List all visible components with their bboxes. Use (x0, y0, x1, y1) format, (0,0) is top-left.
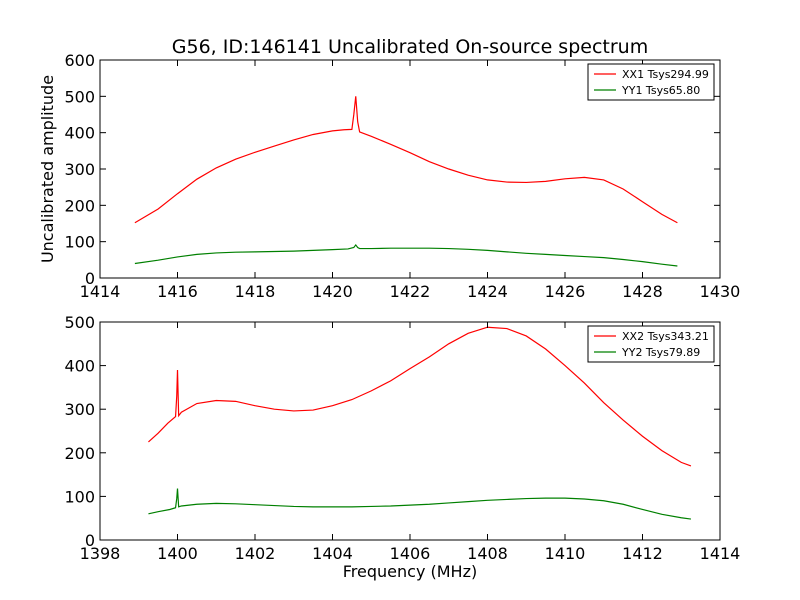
chart-title: G56, ID:146141 Uncalibrated On-source sp… (172, 36, 648, 58)
series-line-xx2 (148, 326, 692, 467)
y-tick-label: 500 (64, 313, 95, 332)
y-axis-label: Uncalibrated amplitude (38, 75, 57, 263)
legend-label: XX2 Tsys343.21 (622, 330, 709, 343)
x-tick-label: 1428 (622, 282, 663, 301)
bottom-panel: 1398 1400 1402 1404 1406 1408 1410 1412 1414 0 100… (64, 313, 740, 581)
x-tick-label: 1400 (157, 544, 198, 563)
x-tick-label: 1422 (390, 282, 431, 301)
x-tick-label: 1410 (545, 544, 586, 563)
x-axis-label: Frequency (MHz) (343, 562, 477, 581)
legend-label: YY2 Tsys79.89 (621, 346, 700, 359)
x-tick-label: 1414 (700, 544, 741, 563)
y-tick-label: 200 (64, 196, 95, 215)
legend: XX1 Tsys294.99 YY1 Tsys65.80 (587, 63, 715, 101)
x-tick-label: 1414 (80, 282, 121, 301)
x-tick-label: 1430 (700, 282, 741, 301)
y-tick-label: 0 (85, 531, 95, 550)
legend-label: YY1 Tsys65.80 (621, 84, 700, 97)
y-tick-label: 200 (64, 444, 95, 463)
legend-label: XX1 Tsys294.99 (622, 68, 709, 81)
x-tick-label: 1420 (312, 282, 353, 301)
y-tick-label: 100 (64, 487, 95, 506)
x-tick-label: 1418 (235, 282, 276, 301)
legend: XX2 Tsys343.21 YY2 Tsys79.89 (587, 325, 715, 363)
x-tick-label: 1404 (312, 544, 353, 563)
legend-box (587, 325, 715, 363)
x-tick-label: 1424 (467, 282, 508, 301)
x-tick-label: 1402 (235, 544, 276, 563)
y-tick-label: 300 (64, 160, 95, 179)
x-tick-label: 1416 (157, 282, 198, 301)
legend-box (587, 63, 715, 101)
y-tick-label: 500 (64, 87, 95, 106)
y-tick-label: 400 (64, 357, 95, 376)
series-line-xx1 (134, 96, 678, 224)
x-tick-label: 1426 (545, 282, 586, 301)
x-tick-label: 1412 (622, 544, 663, 563)
y-tick-label: 600 (64, 51, 95, 70)
x-tick-label: 1398 (80, 544, 121, 563)
x-tick-label: 1408 (467, 544, 508, 563)
y-tick-label: 400 (64, 124, 95, 143)
top-panel: 1414 1416 1418 1420 1422 1424 1426 1428 1430 0 100… (38, 36, 740, 301)
series-line-yy1 (134, 243, 678, 267)
series-line-yy2 (148, 488, 692, 520)
y-tick-label: 0 (85, 269, 95, 288)
y-tick-label: 300 (64, 400, 95, 419)
x-tick-label: 1406 (390, 544, 431, 563)
y-tick-label: 100 (64, 233, 95, 252)
